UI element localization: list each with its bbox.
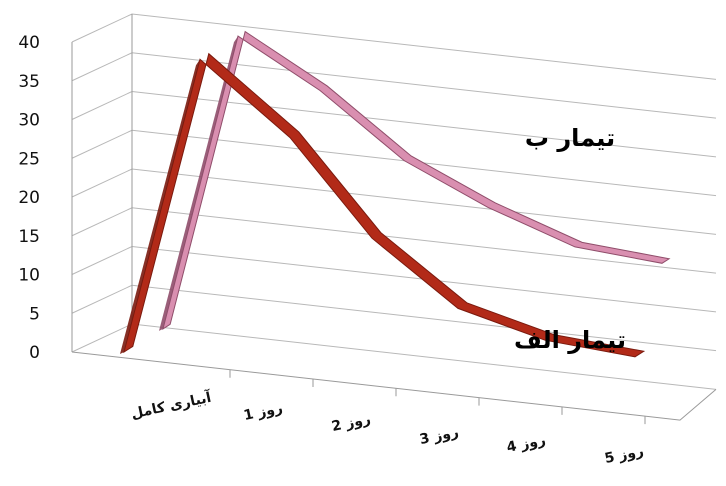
x-tick-label: روز 3 xyxy=(418,424,460,448)
series-line xyxy=(123,52,646,358)
series-label-b: تیمار ب xyxy=(525,124,615,152)
gridline xyxy=(71,207,717,274)
x-tick-label: روز 4 xyxy=(505,432,547,456)
gridline xyxy=(71,13,717,80)
x-tick-label: آبیاری کامل xyxy=(129,388,213,423)
y-tick-label: 25 xyxy=(18,149,40,169)
series-line-shade xyxy=(159,36,238,331)
y-tick-label: 35 xyxy=(18,72,40,92)
y-tick-label: 0 xyxy=(29,343,40,363)
floor-edge xyxy=(71,351,717,421)
y-tick-label: 20 xyxy=(18,188,40,208)
y-tick-label: 30 xyxy=(18,111,40,131)
gridline xyxy=(71,52,717,119)
y-tick-label: 5 xyxy=(29,304,40,324)
series-line xyxy=(162,30,671,331)
x-tick-label: روز 5 xyxy=(603,443,645,467)
series-line-shade xyxy=(120,59,200,355)
series-label-a: تیمار الف xyxy=(514,326,626,354)
y-tick-label: 10 xyxy=(18,266,40,286)
x-tick-label: روز 1 xyxy=(242,400,284,424)
y-tick-label: 40 xyxy=(18,33,40,53)
x-tick-label: روز 2 xyxy=(330,411,372,435)
y-tick-label: 15 xyxy=(18,227,40,247)
